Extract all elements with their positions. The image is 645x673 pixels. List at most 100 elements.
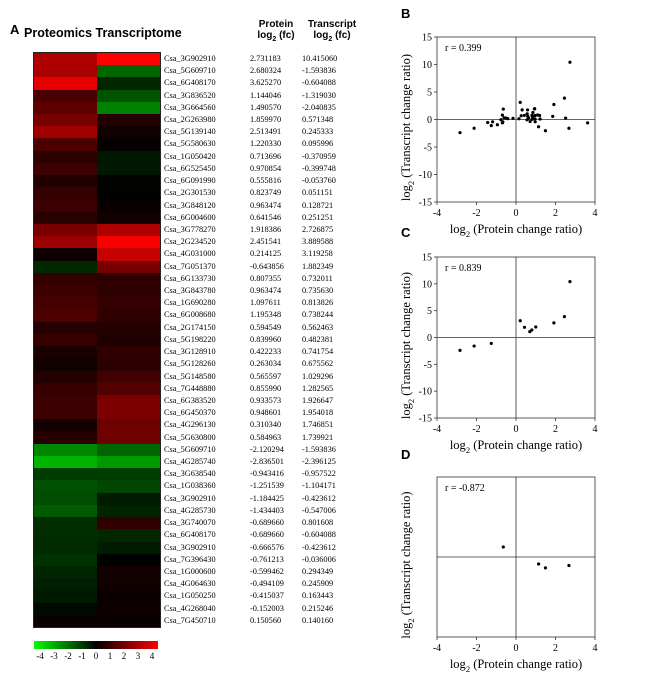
heatmap-row xyxy=(34,126,160,139)
heatmap-cell-transcript xyxy=(97,187,160,200)
transcript-fc-value: -0.604088 xyxy=(302,530,336,540)
heatmap-row xyxy=(34,565,160,579)
gene-id-label: Csa_1G050420 xyxy=(164,151,216,161)
heatmap-cell-protein xyxy=(34,541,97,554)
heatmap-row xyxy=(34,443,160,456)
heatmap-cell-protein xyxy=(34,614,97,627)
protein-fc-value: 0.839960 xyxy=(250,334,282,344)
data-point xyxy=(525,108,530,112)
heatmap-cell-protein xyxy=(34,419,97,432)
heatmap-row xyxy=(34,504,160,518)
protein-fc-value: -0.599462 xyxy=(250,566,284,576)
heatmap-row xyxy=(34,272,160,286)
x-tick-label: 2 xyxy=(553,208,558,219)
heatmap-cell-protein xyxy=(34,138,97,151)
heatmap-cell-transcript xyxy=(97,431,160,444)
heatmap-row xyxy=(34,394,160,408)
protein-fc-value: 2.680324 xyxy=(250,66,282,76)
transcript-fc-value: 0.735630 xyxy=(302,286,334,296)
y-tick-label: 15 xyxy=(422,33,432,44)
heatmap-row xyxy=(34,346,160,359)
x-tick-label: -2 xyxy=(472,643,480,654)
heatmap-cell-protein xyxy=(34,553,97,566)
heatmap-cell-protein xyxy=(34,565,97,579)
heatmap-cell-protein xyxy=(34,101,97,115)
protein-fc-value: 0.422233 xyxy=(250,347,282,357)
heatmap-row xyxy=(34,431,160,444)
protein-fc-value: 0.555816 xyxy=(250,176,282,186)
heatmap-cell-protein xyxy=(34,468,97,481)
transcript-fc-value: -0.036006 xyxy=(302,554,336,564)
protein-fc-value: -1.434403 xyxy=(250,505,284,515)
data-point xyxy=(533,113,537,118)
heatmap-row xyxy=(34,101,160,115)
heatmap-cell-transcript xyxy=(97,175,160,188)
heatmap-cell-protein xyxy=(34,370,97,383)
gene-id-label: Csa_3G664560 xyxy=(164,102,216,112)
data-point xyxy=(491,120,495,124)
transcript-fc-value: -0.423612 xyxy=(302,493,336,503)
data-point xyxy=(522,113,526,118)
transcript-header-label: Transcript xyxy=(307,19,357,30)
protein-fc-value: 2.451541 xyxy=(250,237,282,247)
protein-fc-value: -0.761213 xyxy=(250,554,284,564)
protein-fc-value: 0.807355 xyxy=(250,273,282,283)
heatmap-cell-transcript xyxy=(97,65,160,78)
data-point xyxy=(506,117,510,121)
heatmap-row xyxy=(34,162,160,176)
gene-id-label: Csa_5G580630 xyxy=(164,139,216,149)
legend-tick-label: -1 xyxy=(78,651,86,661)
gene-id-label: Csa_2G263980 xyxy=(164,115,216,125)
heatmap-cell-transcript xyxy=(97,223,160,237)
y-tick-label: 5 xyxy=(427,88,432,99)
protein-fc-value: -2.120294 xyxy=(250,444,284,454)
heatmap-row xyxy=(34,492,160,505)
heatmap-row xyxy=(34,150,160,163)
correlation-annotation: r = 0.399 xyxy=(445,43,481,54)
gene-id-label: Csa_6G133730 xyxy=(164,273,216,283)
transcript-fc-value: 1.926647 xyxy=(302,395,334,405)
data-point xyxy=(501,120,505,124)
data-point xyxy=(517,117,521,121)
heatmap-row xyxy=(34,223,160,237)
heatmap-cell-transcript xyxy=(97,162,160,176)
heatmap-cell-transcript xyxy=(97,101,160,115)
heatmap-row xyxy=(34,309,160,322)
heatmap-cell-protein xyxy=(34,260,97,273)
transcript-fc-value: 1.739921 xyxy=(302,432,334,442)
heatmap-title: Proteomics Transcriptome xyxy=(24,26,182,40)
gene-id-label: Csa_7G448880 xyxy=(164,383,216,393)
heatmap-cell-transcript xyxy=(97,578,160,591)
heatmap-row xyxy=(34,114,160,127)
heatmap-cell-transcript xyxy=(97,358,160,371)
heatmap-cell-protein xyxy=(34,492,97,505)
heatmap-cell-protein xyxy=(34,480,97,493)
heatmap-cell-transcript xyxy=(97,199,160,212)
heatmap-cell-transcript xyxy=(97,272,160,286)
y-tick-label: -5 xyxy=(424,360,432,371)
heatmap-cell-protein xyxy=(34,89,97,102)
gene-id-label: Csa_1G690280 xyxy=(164,298,216,308)
heatmap-row xyxy=(34,541,160,554)
gene-id-label: Csa_3G902910 xyxy=(164,493,216,503)
transcript-fc-value: 3.119258 xyxy=(302,249,333,259)
protein-fc-value: -0.689660 xyxy=(250,530,284,540)
gene-id-label: Csa_3G778270 xyxy=(164,224,216,234)
heatmap-row xyxy=(34,590,160,603)
heatmap-cell-transcript xyxy=(97,456,160,469)
data-point xyxy=(530,115,535,119)
heatmap-cell-protein xyxy=(34,285,97,298)
data-point xyxy=(567,563,571,568)
protein-fc-value: 1.144046 xyxy=(250,90,282,100)
data-point xyxy=(534,325,538,329)
data-point xyxy=(472,344,476,348)
heatmap-row xyxy=(34,456,160,469)
gene-id-label: Csa_3G848120 xyxy=(164,200,216,210)
gene-id-label: Csa_1G050250 xyxy=(164,591,216,601)
heatmap-cell-transcript xyxy=(97,138,160,151)
gene-id-label: Csa_4G268040 xyxy=(164,603,216,613)
heatmap-cell-transcript xyxy=(97,394,160,408)
protein-fc-value: 1.097611 xyxy=(250,298,281,308)
heatmap-row xyxy=(34,517,160,530)
data-point xyxy=(522,325,527,329)
